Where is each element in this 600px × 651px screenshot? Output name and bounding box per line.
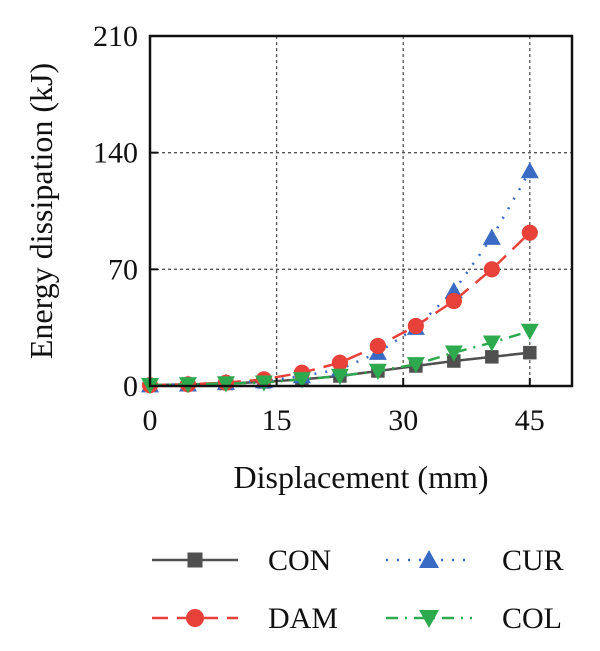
legend-marker — [186, 609, 204, 627]
data-point — [406, 357, 425, 374]
y-tick-label: 70 — [108, 253, 138, 286]
series-dam — [141, 224, 538, 394]
data-point — [368, 363, 387, 380]
data-point — [216, 376, 235, 393]
legend-label: CUR — [502, 544, 564, 577]
y-tick-label: 210 — [93, 20, 138, 53]
series-line — [149, 170, 531, 387]
data-point — [445, 292, 462, 310]
x-tick-label: 15 — [262, 404, 292, 437]
legend-label: CON — [268, 544, 331, 577]
y-tick-label: 0 — [123, 370, 138, 403]
data-point — [254, 375, 273, 392]
series-line — [149, 329, 531, 387]
series-layer — [141, 162, 539, 395]
x-axis-title: Displacement (mm) — [233, 459, 488, 495]
x-tick-label: 0 — [143, 404, 158, 437]
legend-marker — [419, 550, 439, 568]
ticks: 0 15 30 45 0 70 140 210 — [93, 20, 545, 437]
data-point — [523, 345, 537, 360]
grid — [150, 36, 572, 386]
y-tick-label: 140 — [93, 137, 138, 170]
series-col — [141, 323, 539, 395]
data-point — [485, 350, 499, 364]
data-point — [482, 228, 501, 245]
x-tick-label: 30 — [388, 404, 418, 437]
data-point — [369, 337, 386, 355]
data-point — [520, 323, 539, 340]
y-axis-title: Energy dissipation (kJ) — [23, 63, 59, 359]
data-point — [407, 317, 424, 335]
legend-item-dam: DAM — [152, 602, 338, 635]
data-point — [330, 368, 349, 385]
data-point — [521, 224, 538, 241]
data-point — [292, 372, 311, 389]
legend-item-col: COL — [386, 602, 562, 635]
legend-marker — [187, 552, 203, 568]
legend-marker — [419, 610, 439, 628]
legend-item-con: CON — [152, 544, 331, 577]
legend: CON CUR DAM COL — [152, 544, 564, 635]
x-tick-label: 45 — [515, 404, 545, 437]
data-point — [520, 162, 539, 179]
legend-label: COL — [502, 602, 562, 635]
data-point — [444, 282, 463, 299]
data-point — [331, 354, 348, 371]
legend-label: DAM — [268, 602, 338, 635]
plot-frame — [148, 34, 574, 388]
data-point — [444, 345, 463, 362]
legend-item-cur: CUR — [386, 544, 564, 577]
data-point — [483, 261, 500, 278]
data-point — [482, 335, 501, 352]
